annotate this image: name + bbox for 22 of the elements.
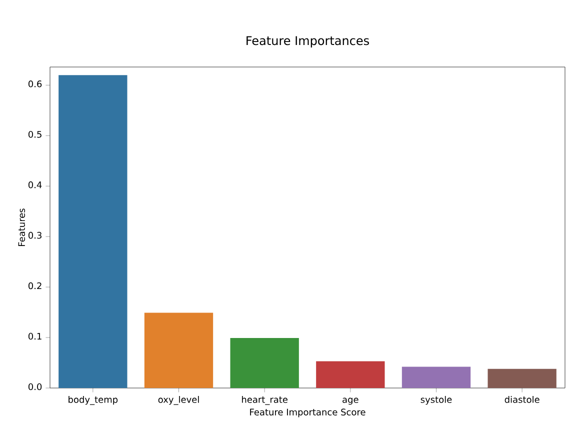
bar: [316, 361, 385, 388]
x-tick-label: diastole: [504, 396, 540, 403]
y-tick-label: 0.5: [28, 130, 42, 138]
y-tick-label: 0.3: [28, 232, 42, 239]
x-tick-label: oxy_level: [158, 396, 199, 405]
y-tick-label: 0.2: [28, 282, 42, 290]
y-tick-label: 0.4: [28, 181, 42, 188]
bar: [58, 75, 128, 388]
x-tick-label: body_temp: [68, 396, 118, 405]
x-tick-label: heart_rate: [242, 396, 288, 405]
x-axis-title: Feature Importance Score: [250, 408, 366, 418]
bar: [230, 338, 299, 388]
x-tick-label: systole: [420, 396, 452, 405]
y-tick-label: 0.0: [28, 383, 42, 390]
y-tick-label: 0.1: [28, 332, 42, 340]
chart-title: Feature Importances: [246, 36, 369, 48]
y-tick-label: 0.6: [28, 80, 42, 88]
x-tick-label: age: [342, 398, 358, 405]
bar: [144, 312, 214, 388]
bar: [488, 368, 556, 388]
bar: [402, 366, 471, 388]
y-axis-title: Features: [18, 208, 26, 246]
